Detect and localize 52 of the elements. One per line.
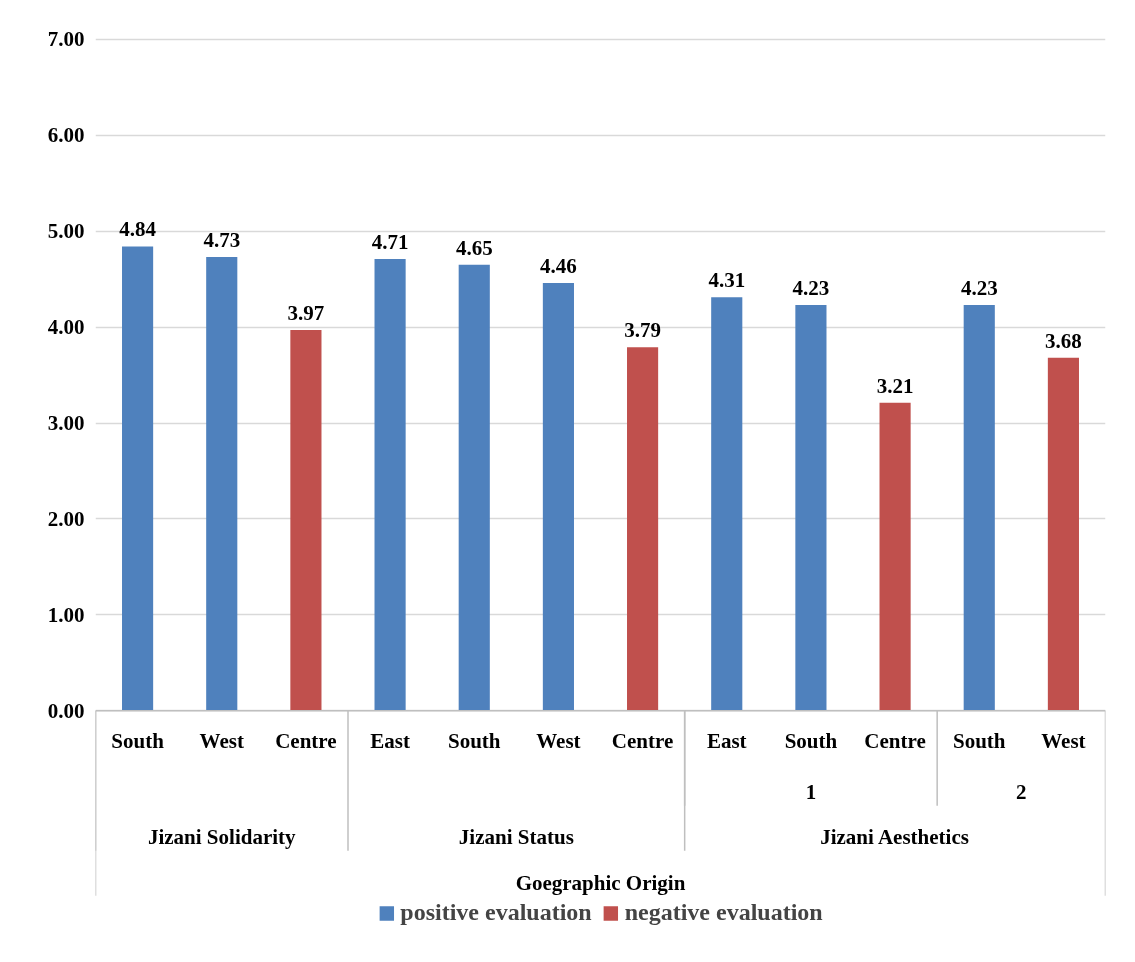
text: Goegraphic Origin	[515, 870, 686, 895]
y-tick-label: 5.00	[47, 219, 85, 244]
text: Jizani Aesthetics	[820, 824, 969, 849]
data-label: 4.65	[455, 235, 493, 260]
text: Jizani Solidarity	[147, 824, 297, 849]
bar	[374, 258, 406, 711]
y-tick-label: 6.00	[47, 123, 85, 148]
bar	[290, 329, 322, 711]
bar	[711, 297, 743, 711]
x-tick-label: West	[536, 728, 581, 753]
x-tick-label: South	[952, 728, 1006, 753]
text: 1	[805, 779, 817, 804]
y-tick-label: 7.00	[47, 27, 85, 52]
data-label: 4.73	[203, 228, 241, 253]
x-tick-label: South	[111, 728, 165, 753]
legend-label: negative evaluation	[624, 899, 823, 926]
y-tick-label: 1.00	[47, 602, 85, 627]
data-label: 4.31	[708, 268, 746, 293]
x-tick-label: Centre	[275, 728, 337, 753]
bar	[1047, 357, 1079, 711]
x-tick-label: East	[706, 728, 747, 753]
legend-label: positive evaluation	[400, 899, 592, 926]
bar	[963, 304, 995, 711]
data-label: 4.23	[792, 275, 830, 300]
data-label: 4.23	[960, 275, 998, 300]
x-tick-label: West	[199, 728, 244, 753]
x-tick-label: South	[447, 728, 501, 753]
bar	[206, 257, 238, 711]
x-tick-label: Centre	[611, 728, 674, 753]
data-label: 3.21	[876, 373, 914, 398]
x-tick-label: East	[370, 728, 410, 753]
data-label: 3.79	[624, 318, 661, 343]
y-tick-label: 0.00	[47, 698, 85, 723]
bar	[795, 304, 827, 711]
bar	[542, 282, 574, 711]
bar	[879, 402, 911, 711]
y-tick-label: 2.00	[47, 506, 85, 531]
data-label: 3.97	[287, 300, 325, 325]
data-label: 4.71	[371, 229, 409, 254]
x-tick-label: South	[784, 728, 838, 753]
text: 2	[1016, 779, 1027, 804]
y-tick-label: 4.00	[47, 315, 85, 340]
data-label: 3.68	[1045, 328, 1082, 353]
text: Jizani Status	[458, 824, 574, 849]
bar	[122, 246, 154, 711]
data-label: 4.46	[540, 253, 577, 278]
x-tick-label: West	[1041, 728, 1086, 753]
bar	[627, 347, 659, 711]
bar	[458, 264, 490, 711]
x-tick-label: Centre	[864, 728, 926, 753]
y-tick-label: 3.00	[47, 411, 85, 436]
data-label: 4.84	[119, 217, 157, 242]
